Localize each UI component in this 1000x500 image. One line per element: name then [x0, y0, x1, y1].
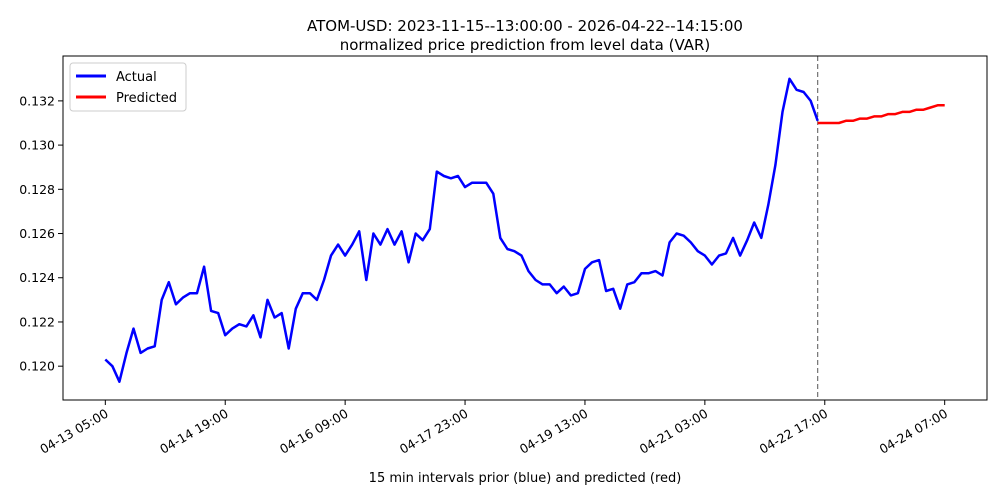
- legend-label-actual: Actual: [116, 70, 157, 85]
- y-tick-label: 0.128: [19, 182, 55, 197]
- y-tick-label: 0.130: [19, 138, 55, 153]
- x-tick-label: 04-21 03:00: [637, 406, 711, 457]
- legend: Actual Predicted: [69, 62, 187, 112]
- x-tick-label: 04-24 07:00: [877, 406, 951, 457]
- x-tick-label: 04-17 23:00: [397, 406, 471, 457]
- x-tick-label: 04-19 13:00: [517, 406, 591, 457]
- series-line-predicted: [817, 104, 945, 125]
- legend-label-predicted: Predicted: [116, 91, 177, 106]
- y-tick-label: 0.132: [19, 93, 55, 108]
- y-tick-label: 0.122: [19, 314, 55, 329]
- x-tick-label: 04-16 09:00: [277, 406, 351, 457]
- y-tick-label: 0.120: [19, 359, 55, 374]
- chart-title: ATOM-USD: 2023-11-15--13:00:00 - 2026-04…: [307, 17, 743, 35]
- x-axis-label: 15 min intervals prior (blue) and predic…: [369, 471, 682, 486]
- plot-frame: [62, 55, 988, 401]
- chart-subtitle: normalized price prediction from level d…: [340, 36, 711, 54]
- y-tick-label: 0.124: [19, 270, 55, 285]
- y-tick-label: 0.126: [19, 226, 55, 241]
- x-tick-label: 04-14 19:00: [157, 406, 231, 457]
- x-tick-label: 04-22 17:00: [757, 406, 831, 457]
- series-line-actual: [104, 77, 819, 383]
- x-tick-label: 04-13 05:00: [37, 406, 111, 457]
